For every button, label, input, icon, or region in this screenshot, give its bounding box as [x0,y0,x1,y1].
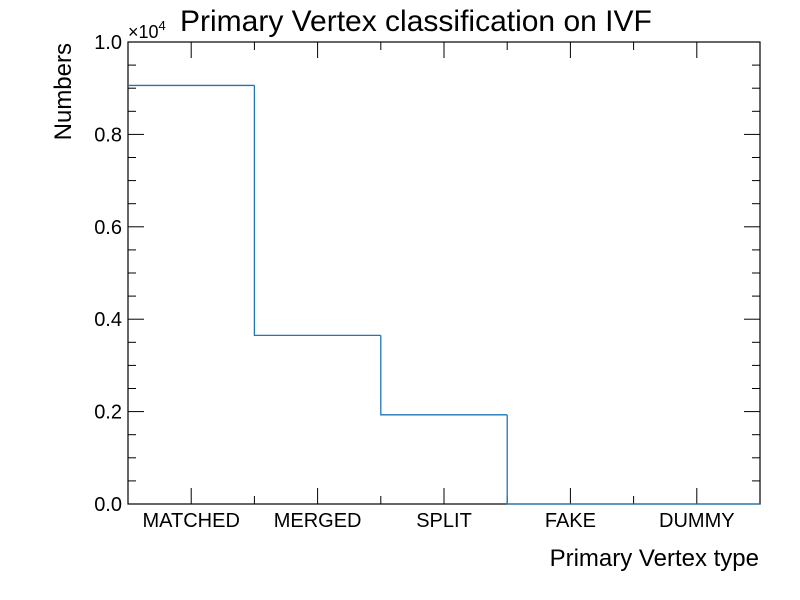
y-scale-multiplier: ×104 [128,18,166,42]
x-tick-label: SPLIT [416,510,472,532]
y-tick-label: 0.0 [94,494,122,516]
chart-title: Primary Vertex classification on IVF [180,5,652,38]
x-tick-labels: MATCHED MERGED SPLIT FAKE DUMMY [142,510,734,532]
y-scale-base: ×10 [128,22,159,42]
x-tick-label: FAKE [545,510,596,532]
plot-area [127,41,761,505]
axis-ticks [127,41,761,505]
x-axis-label: Primary Vertex type [550,545,759,572]
y-tick-label: 0.6 [94,217,122,239]
y-axis-label: Numbers [50,43,77,140]
x-tick-label: MATCHED [142,510,239,532]
histogram-bin-split [380,335,508,416]
x-tick-label: MERGED [274,510,362,532]
y-scale-exponent: 4 [159,18,166,33]
histogram-bin-merged [253,85,381,337]
y-tick-label: 0.2 [94,402,122,424]
y-tick-label: 0.4 [94,309,122,331]
y-tick-label: 0.8 [94,124,122,146]
y-tick-label: 1.0 [94,32,122,54]
y-tick-labels: 0.0 0.2 0.4 0.6 0.8 1.0 [94,32,122,516]
histogram-series [128,84,760,505]
histogram-bin-fake [506,414,634,505]
x-tick-label: DUMMY [659,510,735,532]
